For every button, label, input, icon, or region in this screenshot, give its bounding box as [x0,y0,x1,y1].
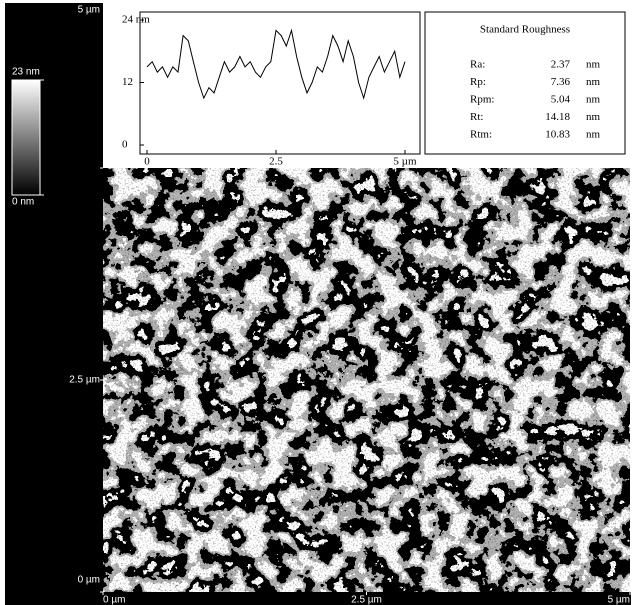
y-tick-label: 5 µm [78,5,100,16]
param-unit: nm [586,76,601,88]
bottom-strip [5,592,631,605]
roughness-title: Standard Roughness [480,24,570,36]
y-tick-label: 2.5 µm [69,375,100,386]
param-name: Rpm: [470,94,494,106]
x-tick-label: 5 µm [608,595,630,605]
param-unit: nm [586,59,601,71]
x-tick-label: 2.5 [269,156,283,168]
y-tick-label: 12 [122,76,133,88]
param-value: 14.18 [545,111,570,123]
colorbar-label: 23 nm [12,67,40,78]
y-tick-label: 0 µm [78,575,100,586]
colorbar [12,80,40,195]
param-value: 10.83 [545,129,570,141]
param-name: Rt: [470,111,483,123]
param-value: 5.04 [551,94,571,106]
y-tick-label: 24 nm [122,14,150,26]
param-value: 2.37 [551,59,571,71]
param-unit: nm [586,129,601,141]
param-name: Ra: [470,59,485,71]
param-value: 7.36 [551,76,571,88]
afm-grain [103,168,630,592]
y-tick-label: 0 [122,139,128,151]
param-unit: nm [586,111,601,123]
figure: Standard Roughness Ra: 2.37 nm Rp: 7.36 nm Rpm… [0,0,634,605]
x-tick-label: 0 [144,156,150,168]
param-unit: nm [586,94,601,106]
x-tick-label: 0 µm [103,595,125,605]
page: Standard Roughness Ra: 2.37 nm Rp: 7.36 nm Rpm… [0,0,634,605]
param-name: Rp: [470,76,486,88]
param-name: Rtm: [470,129,492,141]
x-tick-label: 5 µm [393,156,417,168]
colorbar-label: 0 nm [12,197,34,208]
x-tick-label: 2.5 µm [351,595,382,605]
